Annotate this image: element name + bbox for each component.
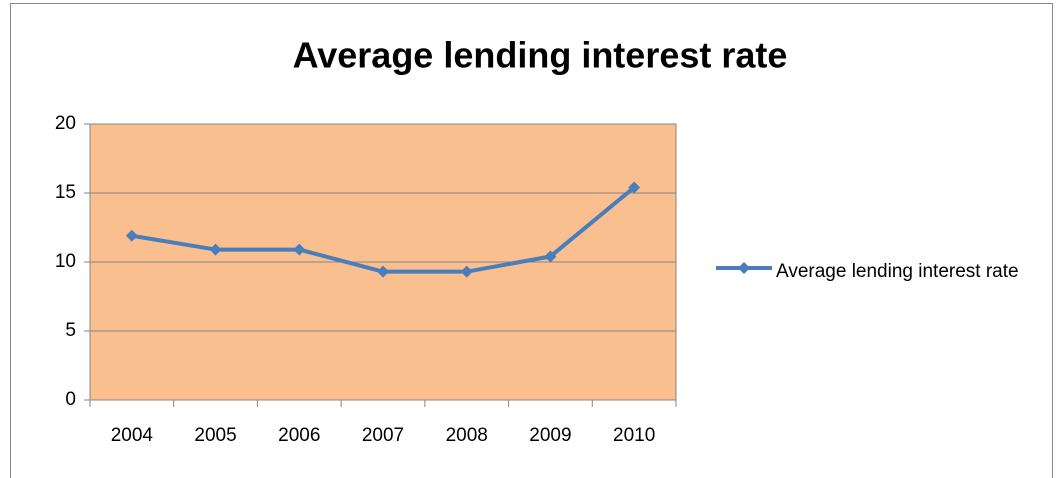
x-tick-label: 2009 xyxy=(529,425,571,446)
data-point xyxy=(377,265,389,278)
data-point xyxy=(125,229,138,242)
data-point xyxy=(460,265,473,278)
y-tick-label: 10 xyxy=(55,251,76,272)
x-tick-label: 2008 xyxy=(446,425,488,446)
x-tick-label: 2005 xyxy=(194,425,236,446)
x-tick-label: 2004 xyxy=(111,425,154,446)
y-tick-label: 20 xyxy=(55,113,76,134)
data-point xyxy=(544,250,557,263)
data-point xyxy=(628,181,641,194)
legend-marker xyxy=(738,262,750,274)
x-tick-label: 2007 xyxy=(362,425,404,446)
y-tick-label: 0 xyxy=(65,389,76,410)
data-point xyxy=(209,243,222,256)
y-tick-label: 5 xyxy=(65,320,76,341)
legend-label: Average lending interest rate xyxy=(776,261,1019,282)
data-point xyxy=(293,243,306,256)
chart-title: Average lending interest rate xyxy=(293,35,788,76)
x-tick-label: 2010 xyxy=(613,425,655,446)
y-tick-label: 15 xyxy=(55,182,76,203)
x-tick-label: 2006 xyxy=(278,425,320,446)
